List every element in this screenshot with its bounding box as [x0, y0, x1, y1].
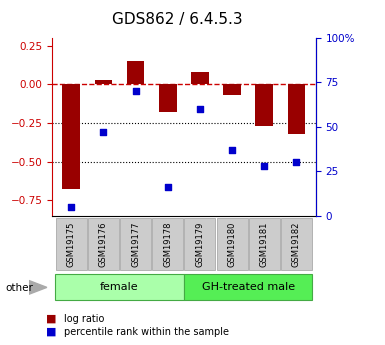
Text: GSM19176: GSM19176	[99, 221, 108, 267]
Bar	[159, 84, 177, 112]
Bar	[62, 84, 80, 189]
Point	[68, 204, 74, 209]
Point	[100, 129, 107, 135]
Point	[132, 88, 139, 94]
FancyBboxPatch shape	[184, 274, 313, 300]
Text: GSM19182: GSM19182	[292, 221, 301, 267]
Bar	[191, 72, 209, 84]
FancyBboxPatch shape	[55, 274, 184, 300]
Point	[229, 147, 235, 152]
Bar	[255, 84, 273, 126]
Bar	[288, 84, 305, 134]
FancyBboxPatch shape	[281, 218, 312, 270]
FancyBboxPatch shape	[217, 218, 248, 270]
Text: GSM19181: GSM19181	[260, 221, 269, 267]
Point	[261, 163, 267, 169]
Text: GSM19178: GSM19178	[163, 221, 172, 267]
FancyBboxPatch shape	[56, 218, 87, 270]
Text: ■: ■	[46, 327, 57, 337]
Text: female: female	[100, 282, 139, 292]
Polygon shape	[29, 280, 47, 294]
Text: GSM19180: GSM19180	[228, 221, 236, 267]
Text: GDS862 / 6.4.5.3: GDS862 / 6.4.5.3	[112, 12, 243, 27]
Bar	[223, 84, 241, 95]
Text: GSM19175: GSM19175	[67, 221, 76, 267]
FancyBboxPatch shape	[120, 218, 151, 270]
Text: percentile rank within the sample: percentile rank within the sample	[64, 327, 229, 337]
Text: GSM19177: GSM19177	[131, 221, 140, 267]
Text: other: other	[6, 283, 33, 293]
Bar	[95, 80, 112, 84]
Text: ■: ■	[46, 314, 57, 324]
Point	[165, 185, 171, 190]
Point	[293, 159, 300, 165]
Text: log ratio: log ratio	[64, 314, 104, 324]
Bar	[127, 61, 144, 84]
FancyBboxPatch shape	[249, 218, 280, 270]
Text: GH-treated male: GH-treated male	[202, 282, 295, 292]
FancyBboxPatch shape	[88, 218, 119, 270]
FancyBboxPatch shape	[184, 218, 215, 270]
FancyBboxPatch shape	[152, 218, 183, 270]
Text: GSM19179: GSM19179	[196, 221, 204, 267]
Point	[197, 106, 203, 112]
